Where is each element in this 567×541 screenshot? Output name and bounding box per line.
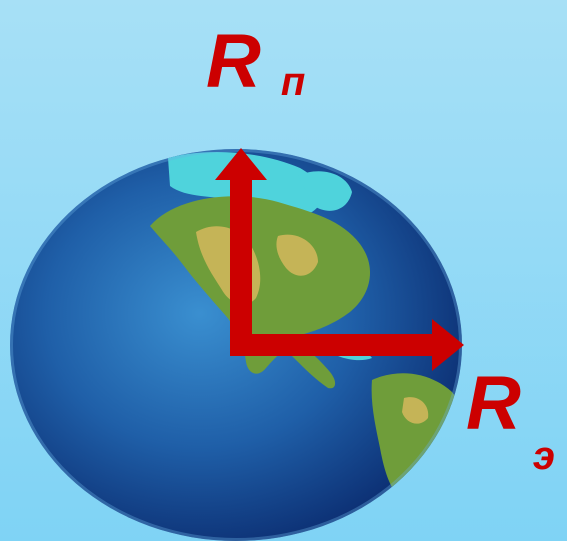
polar-radius-subscript: п	[280, 60, 306, 104]
equatorial-radius-symbol: R	[466, 361, 521, 446]
polar-radius-arrow	[215, 148, 267, 356]
equatorial-radius-subscript: э	[532, 434, 555, 478]
equatorial-radius-label: Rэ	[466, 366, 555, 477]
polar-radius-symbol: R	[206, 19, 261, 104]
equatorial-radius-arrow	[230, 319, 464, 371]
